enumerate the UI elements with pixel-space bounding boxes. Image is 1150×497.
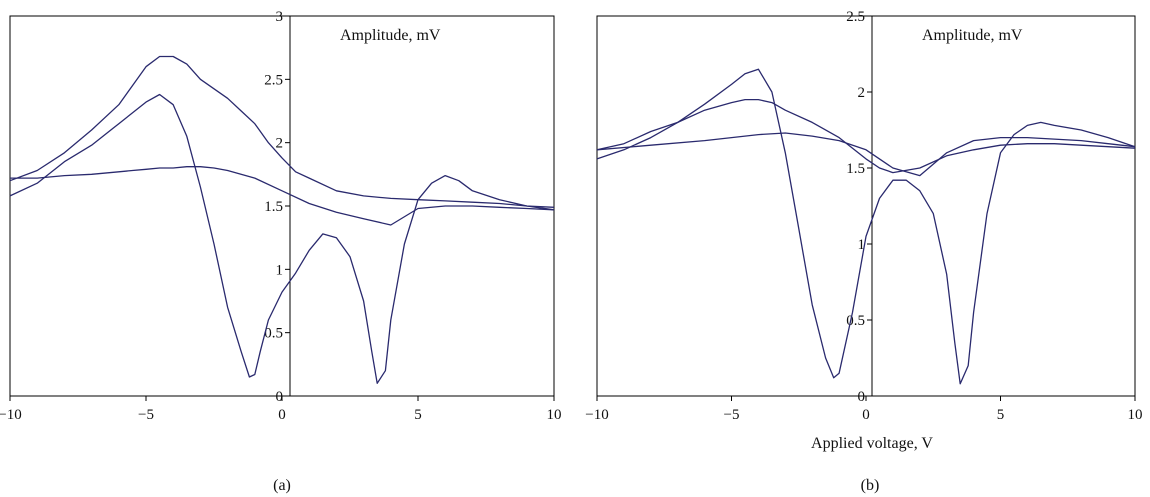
panel-label: (b) xyxy=(861,477,880,494)
axis-annotation: Amplitude, mV xyxy=(340,27,441,44)
panel-label: (a) xyxy=(273,477,291,494)
x-tick-label: 5 xyxy=(414,407,422,423)
y-tick-label: 3 xyxy=(276,9,284,25)
series-group xyxy=(596,68,1136,385)
series-line-3 xyxy=(9,93,555,384)
series-line-1 xyxy=(596,132,1136,177)
x-tick-label: 10 xyxy=(1128,407,1143,423)
series-line-1 xyxy=(10,166,555,226)
axis-annotation: Amplitude, mV xyxy=(922,27,1023,44)
x-tick-label: −5 xyxy=(724,407,740,423)
y-tick-label: 0 xyxy=(858,389,866,405)
y-tick-label: 1.5 xyxy=(264,199,283,215)
x-tick-label: 0 xyxy=(278,407,286,423)
x-tick-label: 5 xyxy=(997,407,1005,423)
tick-group: −10 −5 0 5 10 0 0.5 1 1.5 2 2.5 3 xyxy=(0,9,562,423)
x-tick-label: −5 xyxy=(138,407,154,423)
x-tick-label: 0 xyxy=(862,407,870,423)
y-tick-label: 0 xyxy=(276,389,284,405)
series-group xyxy=(9,55,555,384)
series-line-2 xyxy=(596,98,1136,174)
series-line-3 xyxy=(596,68,1136,385)
y-tick-label: 0.5 xyxy=(264,326,283,342)
x-tick-label: −10 xyxy=(0,407,22,423)
y-tick-label: 2 xyxy=(276,136,284,152)
y-tick-label: 1.5 xyxy=(846,161,865,177)
y-tick-label: 1 xyxy=(858,237,866,253)
x-tick-label: 10 xyxy=(547,407,562,423)
y-tick-label: 2.5 xyxy=(846,9,865,25)
y-tick-label: 2 xyxy=(858,85,866,101)
plot-frame xyxy=(596,15,1136,397)
series-line-2 xyxy=(9,55,555,208)
x-axis-label: Applied voltage, V xyxy=(811,435,933,452)
y-tick-label: 2.5 xyxy=(264,72,283,88)
y-tick-label: 1 xyxy=(276,262,284,278)
x-tick-label: −10 xyxy=(585,407,608,423)
chart-panel-a: −10 −5 0 5 10 0 0.5 1 1.5 2 2.5 3 Amplitude, mV (a) xyxy=(0,9,562,494)
